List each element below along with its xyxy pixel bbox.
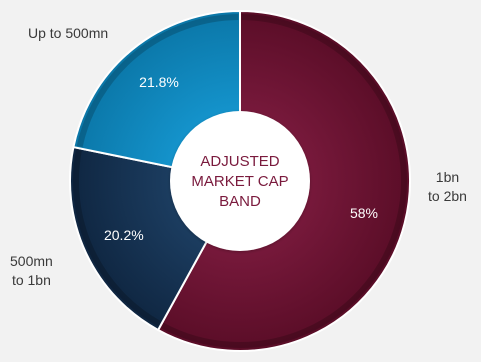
slice-label-500mn-to-1bn: 500mn to 1bn	[10, 252, 53, 290]
slice-value-label: 20.2%	[104, 227, 144, 243]
slice-value-label: 58%	[350, 205, 378, 221]
center-label-line: MARKET CAP	[191, 173, 288, 190]
slice-label-line: Up to 500mn	[28, 25, 109, 41]
center-label-line: BAND	[219, 193, 261, 210]
slice-value-label: 21.8%	[139, 74, 179, 90]
center-circle	[170, 111, 310, 251]
pie-slice-rim	[76, 14, 239, 148]
slice-label-1bn-to-2bn: 1bn to 2bn	[428, 168, 467, 206]
slice-label-line: to 2bn	[428, 188, 467, 204]
slice-label-line: 1bn	[435, 169, 460, 185]
center-label-line: ADJUSTED	[200, 153, 279, 170]
slice-label-up-to-500mn: Up to 500mn	[28, 24, 108, 43]
pie-slice-rim	[161, 14, 407, 348]
slice-label-line: to 1bn	[11, 272, 51, 288]
slice-label-line: 500mn	[10, 253, 53, 269]
pie-slice-rim	[73, 149, 162, 327]
